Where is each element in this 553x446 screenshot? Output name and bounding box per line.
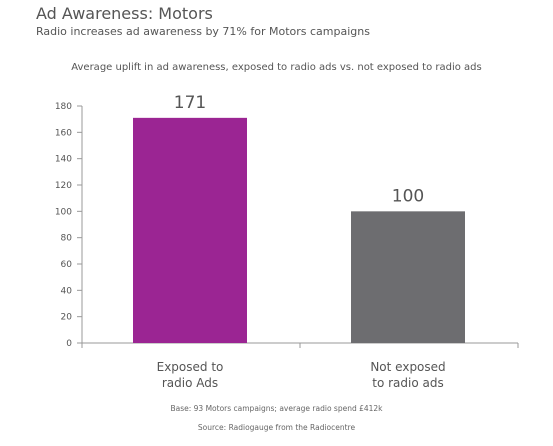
chart-labels: 171 Exposed to radio Ads 100 Not exposed to r… [157,93,446,390]
y-tick-label: 20 [61,313,73,323]
data-label: 171 [174,93,206,113]
page-title: Ad Awareness: Motors [36,4,213,23]
category-label: radio Ads [162,376,218,390]
base-note: Base: 93 Motors campaigns; average radio… [170,404,383,413]
y-tick-label: 0 [66,339,72,349]
y-tick-label: 160 [55,128,72,138]
bar [351,211,465,343]
y-tick-label: 100 [55,207,72,217]
bar [133,117,247,343]
category-label: Exposed to [157,360,224,374]
y-tick-label: 60 [61,260,73,270]
y-tick-label: 80 [61,234,73,244]
category-label: Not exposed [370,360,445,374]
y-tick-label: 140 [55,155,72,165]
y-tick-label: 180 [55,102,72,112]
chart-title: Average uplift in ad awareness, exposed … [71,62,482,73]
category-label: to radio ads [372,376,443,390]
source-note: Source: Radiogauge from the Radiocentre [197,423,356,432]
y-tick-label: 40 [61,286,73,296]
y-tick-label: 120 [55,181,72,191]
data-label: 100 [392,186,424,206]
chart-bars [133,117,465,343]
page-subtitle: Radio increases ad awareness by 71% for … [36,25,370,38]
